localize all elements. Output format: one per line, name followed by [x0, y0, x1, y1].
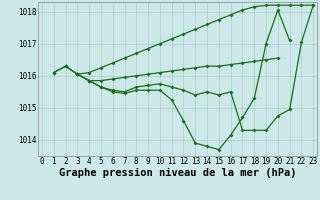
X-axis label: Graphe pression niveau de la mer (hPa): Graphe pression niveau de la mer (hPa) — [59, 168, 296, 178]
